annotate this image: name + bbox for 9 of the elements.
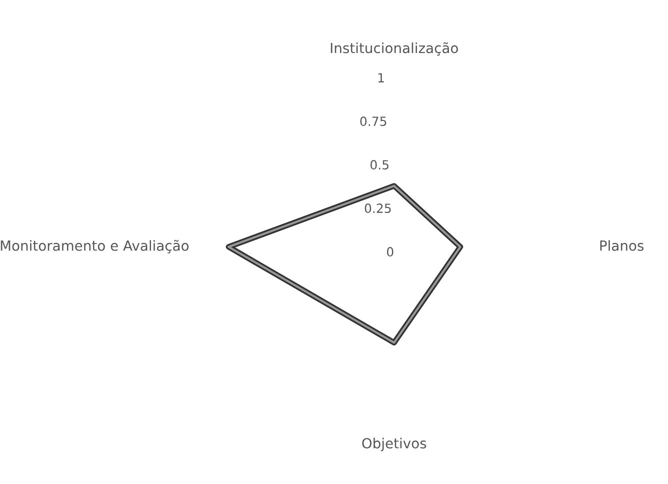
- y-tick-label: 0: [386, 247, 394, 257]
- spoke-label: Objetivos: [362, 438, 426, 452]
- y-tick-label: 0.5: [370, 160, 388, 170]
- y-tick-label: 0.25: [364, 204, 391, 214]
- y-tick-label: 0.75: [360, 116, 386, 126]
- spoke-label: Monitoramento e Avaliação: [0, 240, 189, 254]
- spoke-label: Institucionalização: [330, 42, 458, 56]
- spoke-label: Planos: [600, 240, 644, 251]
- y-tick-label: 1: [378, 73, 384, 82]
